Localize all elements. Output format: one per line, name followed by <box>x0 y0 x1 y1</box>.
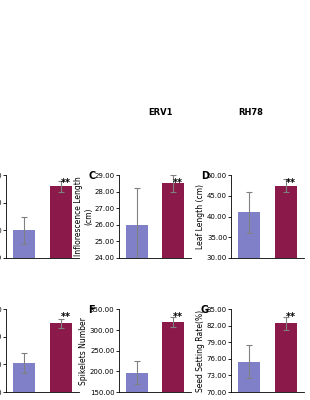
Y-axis label: Leaf Length (cm): Leaf Length (cm) <box>197 184 206 249</box>
Bar <box>13 363 35 400</box>
Y-axis label: Inflorescence Length
(cm): Inflorescence Length (cm) <box>74 177 93 256</box>
Text: C: C <box>88 171 95 181</box>
Bar <box>50 186 72 368</box>
Y-axis label: Seed Setting Rate(%): Seed Setting Rate(%) <box>197 310 206 392</box>
Text: **: ** <box>61 178 71 188</box>
Bar <box>275 323 297 400</box>
Text: G: G <box>201 305 209 315</box>
Bar <box>162 322 184 400</box>
Bar <box>126 372 148 400</box>
Bar <box>162 184 184 400</box>
Text: **: ** <box>173 178 183 188</box>
Bar <box>238 362 260 400</box>
Text: **: ** <box>173 312 183 322</box>
Bar <box>238 212 260 382</box>
Text: A: A <box>9 12 17 22</box>
Text: D: D <box>201 171 209 181</box>
Y-axis label: Spikelets Number: Spikelets Number <box>79 317 88 385</box>
Text: ERV1: ERV1 <box>149 108 173 117</box>
Bar <box>50 323 72 400</box>
Text: RH78: RH78 <box>238 108 263 117</box>
Text: F: F <box>88 305 95 315</box>
Bar <box>126 225 148 400</box>
Bar <box>275 186 297 382</box>
Bar <box>13 230 35 368</box>
Text: **: ** <box>286 312 296 322</box>
Text: **: ** <box>286 178 296 188</box>
Text: **: ** <box>61 312 71 322</box>
